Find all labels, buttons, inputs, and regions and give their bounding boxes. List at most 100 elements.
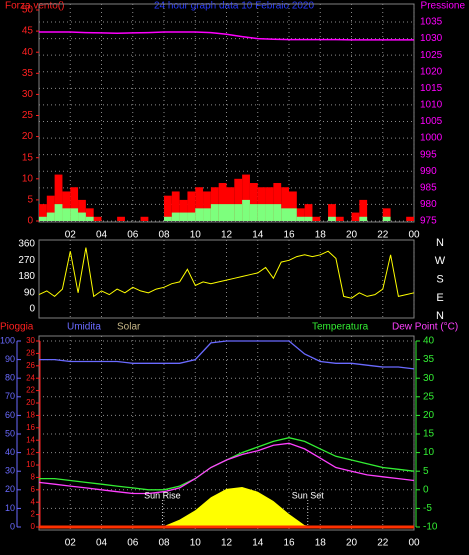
wind-bar bbox=[218, 183, 227, 221]
rain-tick-label: 28 bbox=[26, 349, 35, 358]
wind-bar bbox=[39, 216, 47, 221]
y2-tick-label: 25 bbox=[423, 391, 435, 402]
compass-label: N bbox=[436, 237, 444, 249]
wind-bar bbox=[54, 174, 63, 221]
y2-tick-label: 1005 bbox=[420, 116, 443, 127]
wind-bar bbox=[195, 208, 204, 221]
y2-tick-label: 1015 bbox=[420, 83, 443, 94]
y2-tick-label: 1020 bbox=[420, 66, 443, 77]
wind-bar bbox=[164, 195, 172, 221]
wind-bar bbox=[70, 187, 79, 221]
wind-bar bbox=[39, 204, 47, 221]
rain-tick-label: 18 bbox=[26, 411, 35, 420]
wind-bar bbox=[281, 208, 289, 221]
x-tick-label: 10 bbox=[190, 230, 202, 241]
rain-label: Pioggia bbox=[0, 322, 34, 333]
wind-bar bbox=[234, 178, 243, 221]
solar-area bbox=[39, 487, 414, 527]
wind-bar bbox=[359, 199, 368, 221]
x-tick-label: 06 bbox=[127, 230, 139, 241]
y2-tick-label: 0 bbox=[423, 484, 429, 495]
dewpoint-label: Dew Point (°C) bbox=[392, 322, 458, 333]
x-tick-label: 02 bbox=[65, 230, 77, 241]
y-tick-label: 180 bbox=[18, 271, 35, 282]
y2-tick-label: 30 bbox=[423, 373, 435, 384]
pressure-axis-label: Pressione bbox=[421, 1, 466, 12]
wind-bar bbox=[179, 212, 188, 221]
y-tick-label: 35 bbox=[22, 68, 34, 79]
y-tick-label: 10 bbox=[5, 503, 15, 513]
rain-tick-label: 6 bbox=[31, 485, 36, 494]
y2-tick-label: 15 bbox=[423, 429, 435, 440]
wind-bar bbox=[210, 204, 219, 221]
wind-bar bbox=[242, 199, 250, 221]
wind-bar bbox=[164, 216, 172, 221]
wind-bar bbox=[179, 199, 188, 221]
wind-bar bbox=[273, 183, 282, 221]
series-line bbox=[39, 340, 415, 370]
y-tick-label: 0 bbox=[10, 521, 15, 531]
y2-tick-label: 980 bbox=[420, 199, 437, 210]
wind-bar bbox=[328, 216, 336, 221]
wind-bar bbox=[351, 212, 360, 221]
chart-title: 24 hour graph data 10 Febraio 2020 bbox=[154, 1, 315, 12]
rain-tick-label: 0 bbox=[31, 522, 36, 531]
wind-bar bbox=[62, 208, 71, 221]
y-tick-label: 25 bbox=[22, 110, 34, 121]
wind-direction-line bbox=[38, 247, 415, 299]
wind-bar bbox=[249, 204, 258, 221]
x-tick-label: 08 bbox=[158, 230, 170, 241]
compass-label: W bbox=[435, 255, 446, 267]
y-tick-label: 50 bbox=[22, 5, 34, 16]
y-tick-label: 0 bbox=[29, 304, 35, 315]
wind-bar bbox=[46, 195, 55, 221]
y2-tick-label: 40 bbox=[423, 336, 435, 347]
y2-tick-label: 1000 bbox=[420, 133, 443, 144]
y2-tick-label: 995 bbox=[420, 149, 437, 160]
y2-tick-label: 985 bbox=[420, 182, 437, 193]
y2-tick-label: 975 bbox=[420, 216, 437, 227]
y2-tick-label: 5 bbox=[423, 466, 429, 477]
wind-bar bbox=[187, 212, 196, 221]
annotation-label: Sun Set bbox=[292, 490, 325, 500]
compass-label: S bbox=[436, 274, 443, 286]
x-tick-label: 02 bbox=[65, 538, 77, 549]
y-tick-label: 20 bbox=[5, 484, 15, 494]
y-tick-label: 70 bbox=[5, 391, 15, 401]
x-tick-label: 12 bbox=[221, 230, 233, 241]
x-tick-label: 20 bbox=[346, 230, 358, 241]
y-tick-label: 50 bbox=[5, 428, 15, 438]
y2-tick-label: 10 bbox=[423, 447, 435, 458]
y-tick-label: 5 bbox=[27, 195, 33, 206]
wind-bar bbox=[218, 204, 227, 221]
rain-tick-label: 2 bbox=[31, 510, 36, 519]
y-tick-label: 60 bbox=[5, 410, 15, 420]
wind-bar bbox=[289, 208, 297, 221]
series-line bbox=[38, 442, 415, 495]
y2-tick-label: 1030 bbox=[420, 33, 443, 44]
x-tick-label: 08 bbox=[158, 538, 170, 549]
x-tick-label: 18 bbox=[315, 538, 327, 549]
wind-bar bbox=[281, 187, 289, 221]
wind-bar bbox=[62, 191, 71, 221]
rain-tick-label: 30 bbox=[26, 336, 35, 345]
wind-bar bbox=[296, 208, 305, 221]
x-tick-label: 22 bbox=[377, 230, 389, 241]
wind-axis-label: Forza vento() bbox=[5, 1, 64, 12]
wind-bar bbox=[226, 204, 235, 221]
wind-bar bbox=[171, 212, 180, 221]
rain-tick-label: 8 bbox=[31, 473, 36, 482]
y-tick-label: 15 bbox=[22, 152, 34, 163]
rain-tick-label: 24 bbox=[26, 373, 35, 382]
wind-bar bbox=[249, 183, 258, 221]
wind-bar bbox=[289, 191, 297, 221]
rain-tick-label: 12 bbox=[26, 448, 35, 457]
wind-bar bbox=[203, 191, 211, 221]
rain-tick-label: 4 bbox=[31, 497, 36, 506]
y-tick-label: 10 bbox=[22, 173, 34, 184]
y-tick-label: 100 bbox=[0, 335, 15, 345]
x-tick-label: 12 bbox=[221, 538, 233, 549]
x-tick-label: 00 bbox=[408, 230, 420, 241]
wind-bar bbox=[85, 208, 94, 221]
y2-tick-label: 35 bbox=[423, 354, 435, 365]
